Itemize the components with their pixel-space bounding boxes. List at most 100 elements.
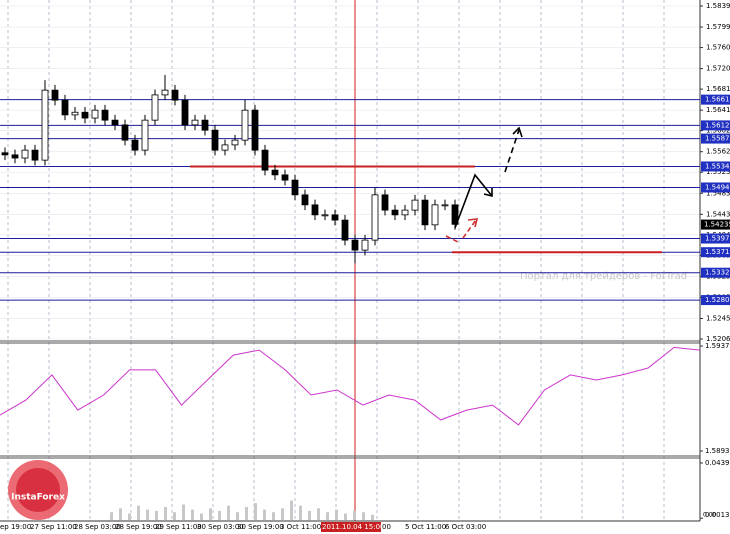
candle-body bbox=[371, 194, 379, 241]
volume-bar bbox=[272, 512, 275, 520]
volume-bar bbox=[209, 508, 212, 520]
volume-bar bbox=[218, 510, 221, 520]
y-tick-label: 1.54830 bbox=[706, 189, 730, 197]
y-tick-label: 1.56810 bbox=[706, 85, 730, 93]
time-highlight bbox=[321, 522, 381, 532]
candle-body bbox=[451, 204, 459, 225]
volume-bar bbox=[245, 507, 248, 520]
x-tick-label: 2011.10.04 15:00 bbox=[322, 523, 384, 531]
y-tick-label: 1.56410 bbox=[706, 106, 730, 114]
y-tick-label: 1.55230 bbox=[706, 168, 730, 176]
candle-body bbox=[211, 129, 219, 151]
level-label-box bbox=[701, 161, 730, 172]
volume-bar bbox=[254, 503, 257, 520]
volume-bar bbox=[371, 514, 374, 520]
level-label-box bbox=[701, 233, 730, 244]
x-tick-label: 30 Sep 19:00 bbox=[237, 523, 284, 531]
candle-body bbox=[221, 144, 229, 151]
volume-bar bbox=[227, 505, 230, 520]
indicator-line bbox=[0, 346, 701, 426]
level-label-box bbox=[701, 247, 730, 258]
volume-bar bbox=[281, 508, 284, 520]
volume-bar bbox=[263, 509, 266, 520]
y-tick-label: 1.57990 bbox=[706, 23, 730, 31]
candle-body bbox=[191, 119, 199, 126]
volume-bar bbox=[308, 510, 311, 520]
candle-body bbox=[321, 214, 329, 217]
volume-bar bbox=[119, 508, 122, 520]
candle-body bbox=[71, 111, 79, 116]
volume-bar bbox=[353, 510, 356, 520]
candle-body bbox=[241, 109, 249, 141]
candle-body bbox=[181, 99, 189, 126]
candle-body bbox=[31, 149, 39, 161]
level-label: 1.5612 bbox=[705, 121, 730, 129]
y-tick-label: 1.52060 bbox=[706, 335, 730, 343]
candle-body bbox=[431, 204, 439, 226]
candle-body bbox=[41, 89, 49, 161]
volume-bar bbox=[137, 505, 140, 520]
candle-body bbox=[1, 152, 9, 156]
vertical-grid bbox=[0, 0, 700, 521]
volume-bar bbox=[110, 512, 113, 520]
candle-body bbox=[21, 149, 29, 159]
volume-bar bbox=[326, 512, 329, 520]
candle-body bbox=[311, 204, 319, 216]
y-tick-label: 1.58932 bbox=[705, 447, 730, 455]
level-label: 1.5587 bbox=[705, 135, 730, 143]
y-tick-label: 0.04391 bbox=[705, 459, 730, 467]
candle-body bbox=[51, 89, 59, 101]
y-tick-label: 1.52450 bbox=[706, 314, 730, 322]
x-tick-label: 6 Oct 03:00 bbox=[445, 523, 486, 531]
candle-body bbox=[411, 199, 419, 211]
candle-body bbox=[291, 179, 299, 196]
candle-body bbox=[401, 209, 409, 216]
candle-body bbox=[421, 199, 429, 226]
candle-body bbox=[121, 124, 129, 141]
volume-bar bbox=[335, 509, 338, 520]
volume-bar bbox=[146, 509, 149, 520]
level-label-box bbox=[701, 295, 730, 306]
volume-bar bbox=[344, 513, 347, 520]
candle-body bbox=[361, 239, 369, 251]
candle-body bbox=[161, 89, 169, 96]
candle-body bbox=[331, 214, 339, 221]
volume-bar bbox=[164, 507, 167, 520]
candle-body bbox=[381, 194, 389, 211]
logo: InstaForex bbox=[8, 460, 68, 520]
level-label: 1.5661 bbox=[705, 96, 730, 104]
y-tick-label: 0.00136 bbox=[705, 511, 730, 519]
candle-body bbox=[341, 219, 349, 241]
volume-bar bbox=[362, 512, 365, 520]
candle-body bbox=[271, 169, 279, 176]
volume-bar bbox=[200, 513, 203, 520]
candle-body bbox=[61, 99, 69, 116]
volume-bar bbox=[182, 504, 185, 520]
y-tick-label: 1.56020 bbox=[706, 127, 730, 135]
volume-bar bbox=[128, 513, 131, 520]
x-tick-label: ep 19:00 bbox=[0, 523, 31, 531]
y-tick-label: 1.54430 bbox=[706, 210, 730, 218]
level-label: 1.5397 bbox=[705, 235, 730, 243]
candle-body bbox=[251, 109, 259, 151]
candle-body bbox=[11, 154, 19, 159]
volume-bar bbox=[290, 500, 293, 520]
volume-bar bbox=[317, 508, 320, 520]
volume-bar bbox=[173, 512, 176, 520]
candle-body bbox=[351, 239, 359, 251]
x-tick-label: 27 Sep 11:00 bbox=[30, 523, 77, 531]
level-label: 1.5534 bbox=[705, 162, 730, 170]
volume-bar bbox=[191, 509, 194, 520]
candle-body bbox=[111, 119, 119, 126]
volume-bar bbox=[155, 510, 158, 520]
x-tick-label: 29 Sep 11:00 bbox=[155, 523, 202, 531]
watermark: Портал для трейдеров - ForTrad bbox=[520, 271, 687, 282]
volume-bar bbox=[299, 505, 302, 520]
candle-body bbox=[131, 139, 139, 151]
y-tick-label: 1.57600 bbox=[706, 44, 730, 52]
y-tick-label: 1.55620 bbox=[706, 148, 730, 156]
candle-body bbox=[81, 111, 89, 119]
